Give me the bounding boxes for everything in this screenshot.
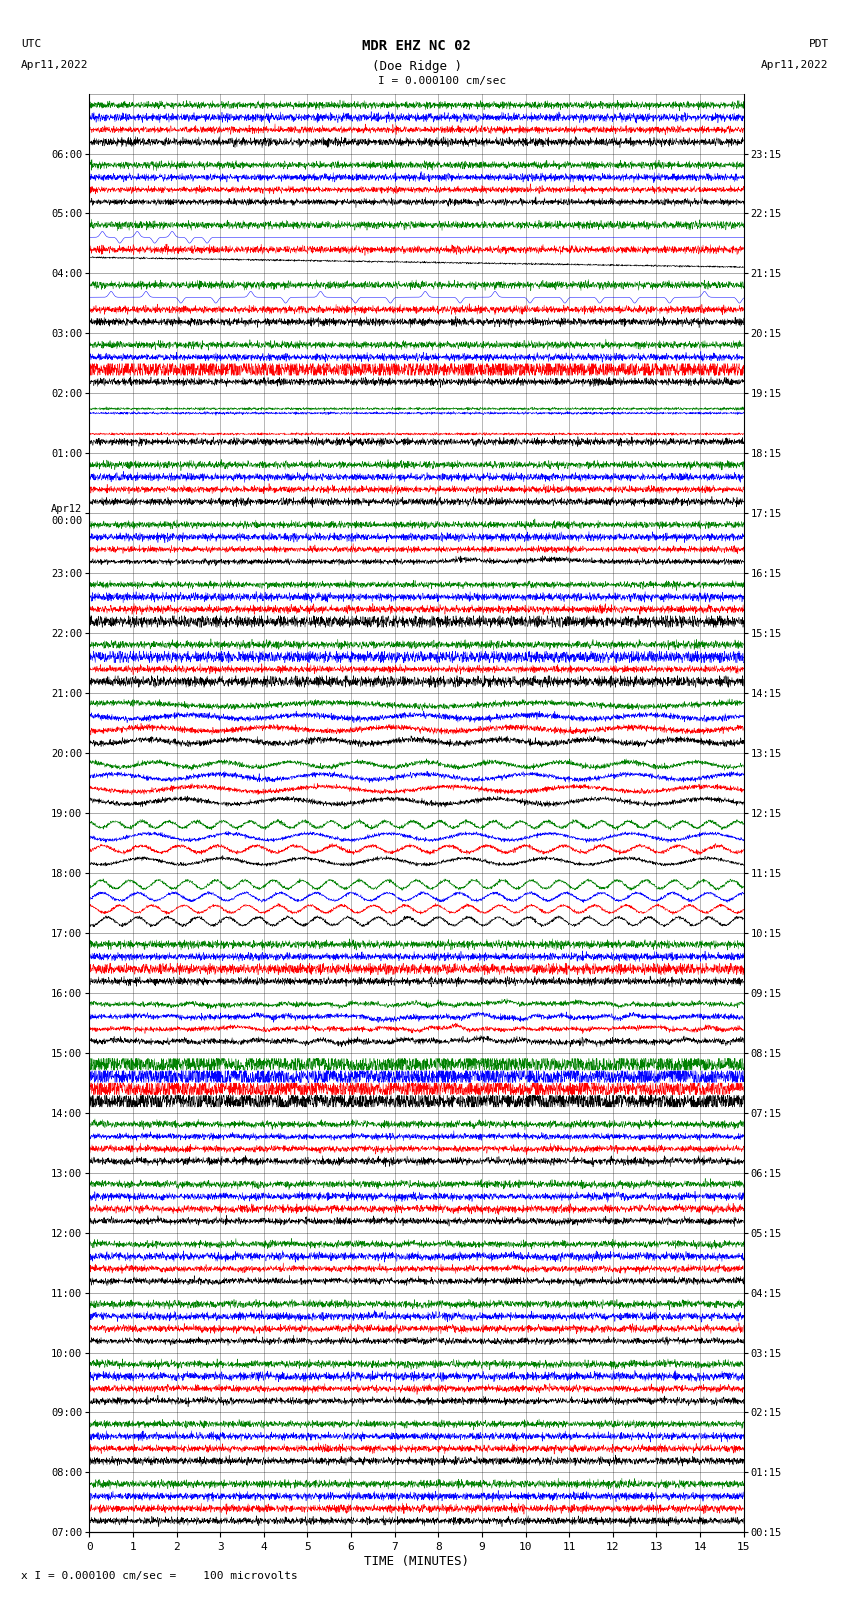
- Text: Apr11,2022: Apr11,2022: [21, 60, 88, 69]
- Text: MDR EHZ NC 02: MDR EHZ NC 02: [362, 39, 471, 53]
- Text: I = 0.000100 cm/sec: I = 0.000100 cm/sec: [378, 76, 507, 85]
- Text: x I = 0.000100 cm/sec =    100 microvolts: x I = 0.000100 cm/sec = 100 microvolts: [21, 1571, 298, 1581]
- X-axis label: TIME (MINUTES): TIME (MINUTES): [364, 1555, 469, 1568]
- Text: UTC: UTC: [21, 39, 42, 48]
- Text: Apr11,2022: Apr11,2022: [762, 60, 829, 69]
- Text: (Doe Ridge ): (Doe Ridge ): [371, 60, 462, 73]
- Text: PDT: PDT: [808, 39, 829, 48]
